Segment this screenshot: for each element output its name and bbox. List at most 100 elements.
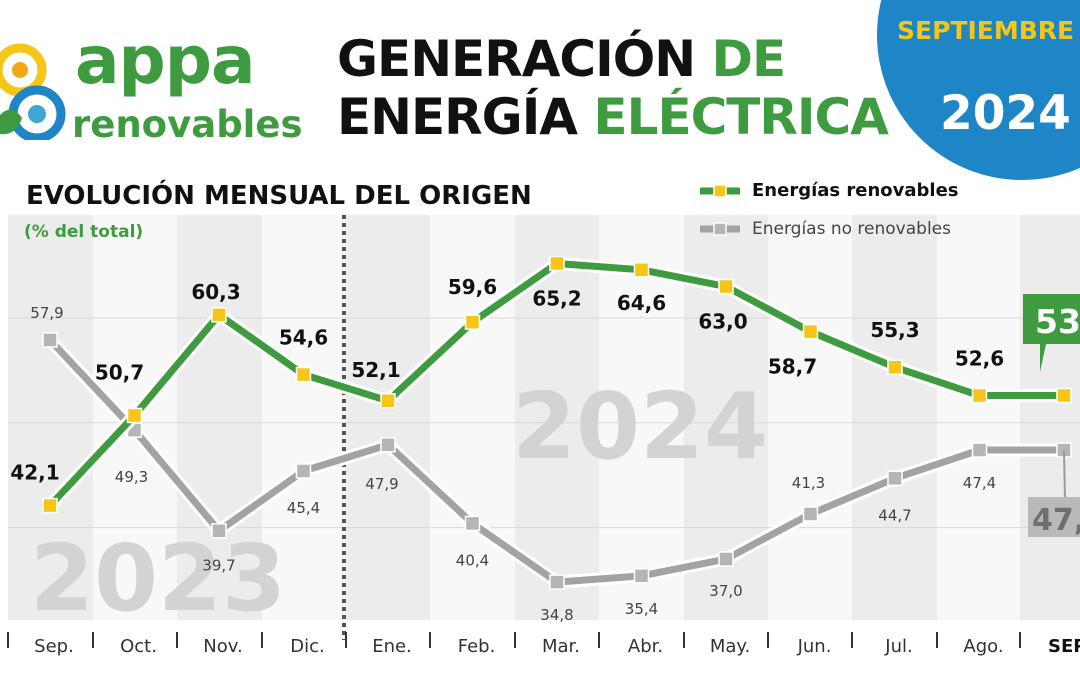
data-point-6 — [549, 574, 565, 590]
band-5 — [430, 215, 515, 620]
badge-year: 2024 — [940, 86, 1071, 141]
callout-no-renovables-pointer — [1063, 450, 1066, 501]
data-label-6: 65,2 — [532, 286, 581, 310]
logo-appa-text: appa — [75, 22, 256, 99]
title-de: DE — [711, 30, 786, 88]
data-point-2 — [211, 522, 227, 539]
data-label-8: 63,0 — [698, 310, 747, 334]
x-tick-label-10: Jul. — [884, 636, 912, 657]
series-renovables: 42,1 50,7 60,3 54,6 52,1 59,6 65,2 64,6 63,0 58,7… — [10, 255, 1072, 514]
data-label-3: 54,6 — [279, 326, 328, 350]
year-watermarks: 2023 2024 — [30, 373, 768, 632]
data-label-10: 44,7 — [878, 506, 911, 524]
x-tick-label-6: Mar. — [542, 636, 580, 657]
legend-renovables-label: Energías renovables — [752, 180, 959, 201]
data-label-1: 50,7 — [95, 360, 144, 384]
data-point-4 — [380, 393, 396, 409]
last-value-callouts: 53 47, — [1023, 294, 1080, 538]
data-label-5: 59,6 — [448, 275, 497, 299]
x-tick-label-7: Abr. — [628, 636, 663, 657]
data-label-6: 34,8 — [540, 606, 573, 624]
x-tick-label-8: May. — [710, 636, 750, 657]
data-label-2: 39,7 — [202, 557, 235, 575]
page-title: GENERACIÓN DE ENERGÍA ELÉCTRICA — [337, 30, 889, 146]
data-point-12 — [1056, 387, 1072, 404]
badge-month: SEPTIEMBRE — [897, 16, 1075, 45]
data-label-1: 49,3 — [115, 468, 148, 486]
appa-logo-icon — [0, 43, 66, 140]
data-point-7 — [633, 568, 650, 584]
data-label-11: 52,6 — [955, 347, 1004, 371]
x-tick-label-5: Feb. — [458, 636, 496, 657]
callout-no-renovables-box — [1028, 497, 1080, 537]
data-point-10 — [887, 470, 903, 487]
data-point-1 — [126, 407, 143, 424]
band-4 — [346, 215, 430, 620]
legend-renovables-swatch-icon — [700, 183, 740, 198]
data-label-4: 52,1 — [351, 358, 400, 382]
data-label-11: 47,4 — [963, 474, 996, 492]
x-tick-label-11: Ago. — [963, 636, 1003, 657]
data-label-10: 55,3 — [870, 318, 919, 342]
band-3 — [262, 215, 346, 620]
legend-no-renovables-swatch-icon — [700, 222, 740, 236]
grid-lines — [8, 317, 1080, 529]
x-axis: Sep. Oct. Nov. Dic. Ene. Feb. Mar. Abr. May. Jun.… — [7, 632, 1080, 657]
band-10 — [852, 215, 937, 620]
data-point-7 — [633, 262, 650, 278]
data-point-5 — [464, 314, 481, 330]
legend-no-renovables-label: Energías no renovables — [752, 219, 951, 239]
year-watermark-2023: 2023 — [30, 525, 286, 632]
x-tick-label-3: Dic. — [290, 636, 324, 657]
callout-renovables-value: 53 — [1035, 302, 1080, 341]
data-point-11 — [971, 442, 988, 458]
data-point-2 — [211, 307, 227, 323]
legend-no-renovables: Energías no renovables — [700, 219, 951, 239]
band-11 — [937, 215, 1020, 620]
x-tick-label-0: Sep. — [34, 636, 74, 657]
data-label-2: 60,3 — [191, 280, 240, 304]
data-point-4 — [380, 437, 396, 453]
data-point-11 — [971, 387, 988, 404]
data-point-0 — [42, 497, 58, 514]
title-electrica: ELÉCTRICA — [593, 88, 888, 146]
data-point-3 — [295, 463, 312, 479]
data-point-3 — [295, 366, 312, 383]
data-label-5: 40,4 — [456, 551, 489, 569]
band-9 — [768, 215, 852, 620]
callout-renovables-pointer — [1040, 344, 1046, 372]
data-point-9 — [802, 506, 819, 522]
data-point-10 — [887, 359, 903, 375]
x-tick-label-9: Jun. — [797, 636, 832, 657]
year-watermark-2024: 2024 — [512, 373, 768, 480]
band-0 — [8, 215, 93, 620]
logo-renovables-text: renovables — [72, 103, 303, 146]
data-point-9 — [802, 323, 819, 340]
legend-renovables: Energías renovables — [700, 180, 959, 201]
band-2 — [177, 215, 262, 620]
title-generacion: GENERACIÓN — [337, 30, 696, 88]
data-label-7: 64,6 — [617, 291, 666, 315]
data-point-5 — [464, 515, 481, 532]
band-12 — [1020, 215, 1080, 620]
chart-unit-label: (% del total) — [24, 222, 144, 242]
band-7 — [599, 215, 684, 620]
data-label-0: 42,1 — [10, 461, 59, 485]
data-point-8 — [718, 278, 734, 295]
data-label-9: 58,7 — [768, 355, 817, 379]
x-tick-label-12: SEP. — [1048, 636, 1080, 657]
x-tick-label-2: Nov. — [203, 636, 242, 657]
data-point-6 — [549, 255, 565, 272]
data-label-7: 35,4 — [625, 600, 658, 618]
data-label-9: 41,3 — [792, 474, 825, 492]
chart-title: EVOLUCIÓN MENSUAL DEL ORIGEN — [22, 181, 536, 211]
data-label-3: 45,4 — [287, 499, 320, 517]
callout-renovables-box — [1023, 294, 1080, 344]
callout-no-renovables-value: 47, — [1032, 503, 1080, 538]
data-point-8 — [718, 551, 734, 567]
data-label-0: 57,9 — [30, 304, 63, 322]
title-energia: ENERGÍA — [337, 88, 578, 146]
x-tick-label-4: Ene. — [372, 636, 412, 657]
